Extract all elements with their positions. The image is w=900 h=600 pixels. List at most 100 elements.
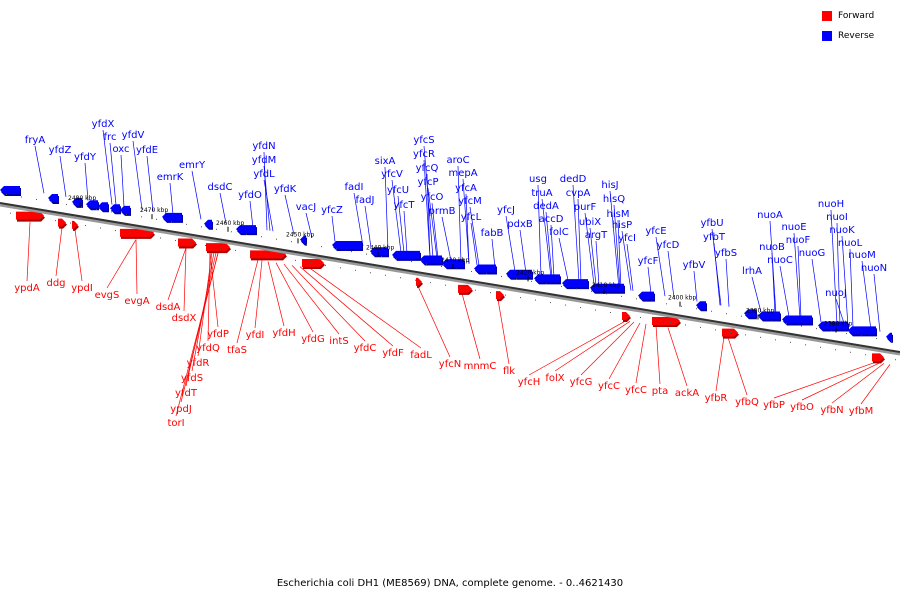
dot-mark: [816, 328, 817, 330]
dot-mark: [205, 244, 206, 246]
leader-line: [595, 240, 600, 286]
forward-label: Forward: [838, 10, 875, 21]
dot-mark: [295, 259, 296, 261]
gene-label-forward: yfcG: [570, 377, 593, 388]
gene-label-reverse: yfdK: [274, 184, 297, 195]
dot-mark: [726, 313, 727, 315]
forward-gene: [178, 238, 196, 247]
dot-mark: [220, 247, 221, 249]
gene-label-forward: tfaS: [227, 345, 247, 356]
leader-line: [647, 266, 652, 294]
gene-label-reverse: hisP: [612, 220, 632, 231]
dot-mark: [306, 243, 307, 245]
dot-mark: [666, 303, 667, 305]
dot-mark: [711, 310, 712, 312]
leader-line: [554, 321, 631, 372]
dot-mark: [351, 251, 352, 253]
dot-mark: [10, 212, 11, 214]
reverse-gene: [474, 264, 496, 273]
gene-label-reverse: fryA: [25, 135, 46, 146]
gene-label-forward: intS: [329, 336, 348, 347]
leader-line: [491, 238, 496, 269]
leader-line: [305, 212, 313, 238]
gene-label-reverse: yfdE: [136, 145, 158, 156]
gene-label-reverse: yfcA: [455, 183, 477, 194]
gene-label-reverse: ubiX: [579, 217, 601, 228]
leader-line: [873, 273, 881, 332]
leader-line: [580, 321, 635, 376]
dot-mark: [81, 206, 82, 208]
dot-mark: [501, 275, 502, 277]
gene-label-reverse: nuoC: [767, 255, 793, 266]
gene-label-reverse: nuoA: [757, 210, 783, 221]
leader-line: [102, 129, 113, 205]
tick-label: 2430 kbp: [441, 257, 469, 264]
gene-label-reverse: dedA: [533, 201, 559, 212]
dot-mark: [531, 280, 532, 282]
dot-mark: [96, 208, 97, 210]
dot-mark: [235, 249, 236, 251]
dot-mark: [760, 336, 761, 338]
gene-label-forward: ypdA: [14, 283, 40, 294]
gene-label-forward: yfdP: [207, 329, 229, 340]
leader-line: [626, 243, 634, 291]
gene-label-reverse: yfdV: [122, 130, 145, 141]
dot-mark: [880, 356, 881, 358]
dot-mark: [625, 314, 626, 316]
leader-line: [841, 235, 849, 327]
forward-gene: [622, 312, 630, 321]
leader-line: [725, 258, 730, 307]
gene-label-reverse: vacJ: [296, 202, 317, 213]
reverse-gene: [562, 279, 588, 288]
leader-line: [423, 159, 431, 258]
dot-mark: [115, 230, 116, 232]
dot-mark: [175, 239, 176, 241]
dot-mark: [126, 213, 127, 215]
leader-line: [249, 200, 254, 228]
dot-mark: [51, 201, 52, 203]
leader-line: [849, 248, 854, 328]
leader-line: [146, 155, 154, 212]
dot-mark: [250, 252, 251, 254]
leader-line: [457, 165, 462, 263]
tick-label: 2470 kbp: [140, 207, 168, 214]
dot-mark: [415, 279, 416, 281]
gene-label-reverse: prmB: [429, 206, 456, 217]
reverse-gene: [818, 321, 848, 330]
dot-mark: [516, 278, 517, 280]
dot-mark: [636, 298, 637, 300]
gene-label-forward: yfcC: [625, 385, 647, 396]
tick-label: 2420 kbp: [516, 269, 544, 276]
gene-label-reverse: yfcT: [393, 200, 415, 211]
leader-line: [263, 151, 268, 231]
reverse-gene: [886, 332, 892, 341]
dot-mark: [561, 285, 562, 287]
gene-label-reverse: yfcF: [638, 256, 659, 267]
gene-label-forward: ackA: [675, 388, 699, 399]
dot-mark: [100, 227, 101, 229]
leader-line: [284, 194, 295, 235]
forward-gene: [72, 220, 78, 229]
dot-mark: [40, 217, 41, 219]
dot-mark: [891, 340, 892, 342]
tick-label: 2460 kbp: [216, 220, 244, 227]
dot-mark: [55, 220, 56, 222]
leader-line: [771, 252, 776, 315]
dot-mark: [535, 299, 536, 301]
dot-mark: [865, 354, 866, 356]
gene-label-reverse: yfcP: [418, 177, 439, 188]
leader-line: [183, 247, 187, 312]
gene-label-forward: evgA: [124, 296, 149, 307]
dot-mark: [160, 237, 161, 239]
tick-label: 2480 kbp: [68, 195, 96, 202]
dot-mark: [745, 334, 746, 336]
dot-mark: [475, 289, 476, 291]
leader-line: [801, 362, 881, 401]
dot-mark: [670, 321, 671, 323]
leader-line: [635, 323, 647, 384]
dot-mark: [640, 316, 641, 318]
dot-mark: [700, 326, 701, 328]
leader-line: [831, 363, 885, 404]
gene-label-forward: ypdI: [71, 283, 93, 294]
gene-label-reverse: yfdN: [252, 141, 275, 152]
